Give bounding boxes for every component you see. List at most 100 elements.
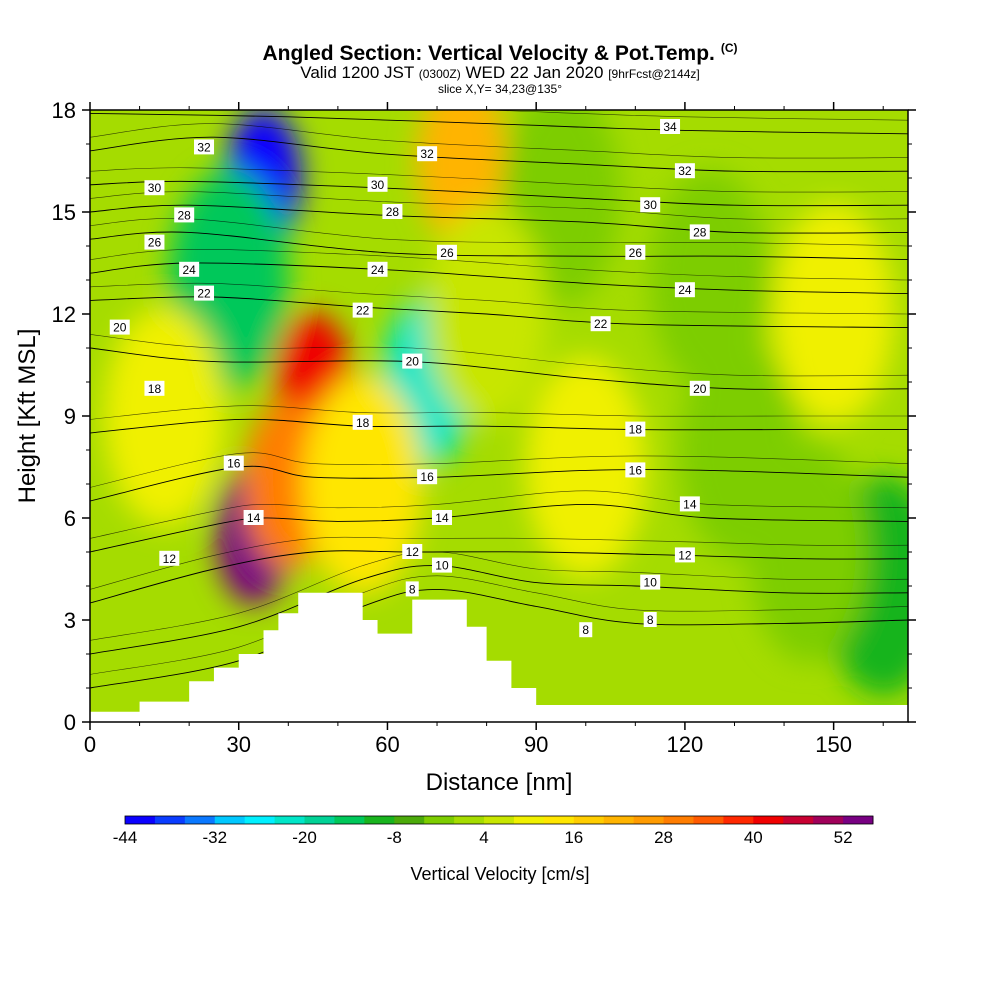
contour-label-20: 14 (431, 510, 452, 525)
contour-label-33: 16 (625, 462, 646, 478)
contour-label-text: 30 (148, 181, 162, 195)
colorbar-swatch-12 (484, 816, 515, 824)
y-tick-label: 6 (64, 506, 76, 531)
colorbar-swatch-9 (394, 816, 425, 824)
colorbar-tick-label: -44 (113, 828, 138, 847)
isentrope-20 (90, 347, 908, 391)
y-tick-label: 18 (52, 98, 76, 123)
contour-label-12: 30 (367, 176, 388, 192)
valid-date: WED 22 Jan 2020 (465, 63, 604, 82)
contour-label-9: 14 (243, 510, 264, 525)
contour-label-text: 20 (406, 355, 420, 369)
velocity-blob-14 (104, 306, 225, 526)
contour-label-text: 8 (409, 582, 416, 596)
isentrope-28 (90, 204, 908, 234)
contour-label-25: 32 (674, 163, 695, 179)
y-tick-label: 15 (52, 200, 76, 225)
contour-label-text: 32 (678, 164, 692, 178)
contour-label-text: 10 (644, 576, 658, 590)
chart-title-block: Angled Section: Vertical Velocity & Pot.… (0, 36, 1000, 95)
contour-label-text: 28 (693, 225, 707, 239)
terrain-mask (90, 592, 908, 722)
colorbar-tick-label: 16 (564, 828, 583, 847)
colorbar-swatch-20 (723, 816, 754, 824)
y-axis: 0 3 6 9 12 15 18 (52, 98, 916, 735)
contour-label-text: 28 (386, 205, 400, 219)
isentrope-minor-30 (90, 167, 908, 193)
zulu-time: (0300Z) (418, 67, 461, 81)
x-tick-label: 60 (375, 732, 399, 757)
colorbar-swatch-3 (214, 816, 246, 824)
contour-label-37: 8 (643, 612, 657, 627)
contour-label-18: 18 (352, 414, 373, 430)
isentrope-26 (90, 231, 908, 261)
isentrope-minor-28 (90, 191, 908, 220)
x-tick-label: 30 (226, 732, 250, 757)
contour-label-text: 14 (683, 497, 697, 511)
contour-label-text: 30 (644, 198, 658, 212)
contour-label-text: 18 (356, 416, 370, 430)
contour-label-text: 24 (678, 283, 692, 297)
contour-labels: 3230282624222018161412323028262422201816… (109, 119, 710, 638)
contour-label-text: 34 (663, 120, 677, 134)
colorbar-swatch-17 (633, 816, 665, 824)
isentrope-minor-24 (90, 249, 908, 281)
y-tick-label: 0 (64, 710, 76, 735)
contour-label-text: 24 (371, 263, 385, 277)
velocity-blob-7 (525, 357, 646, 577)
colorbar-swatch-10 (424, 816, 455, 824)
contour-label-3: 26 (144, 234, 165, 250)
contour-label-text: 20 (693, 382, 707, 396)
contour-label-24: 34 (660, 119, 681, 134)
contour-label-21: 12 (402, 544, 423, 559)
x-tick-label: 150 (815, 732, 852, 757)
contour-label-17: 20 (402, 353, 423, 369)
contour-label-text: 16 (420, 470, 434, 484)
colorbar-tick-label: -8 (387, 828, 402, 847)
contour-label-text: 24 (182, 263, 196, 277)
contour-label-text: 18 (148, 382, 162, 396)
colorbar-swatch-23 (813, 816, 844, 824)
contour-label-4: 24 (179, 261, 200, 277)
velocity-blob-9 (649, 170, 770, 390)
y-tick-label: 9 (64, 404, 76, 429)
isentrope-34 (90, 112, 908, 135)
contour-label-10: 12 (159, 550, 180, 566)
velocity-blob-15 (302, 374, 423, 594)
colorbar-title: Vertical Velocity [cm/s] (410, 864, 589, 884)
contour-label-14: 26 (436, 244, 457, 260)
isentrope-minor-16 (90, 452, 908, 488)
colorbar-tick-label: -20 (292, 828, 317, 847)
isentrope-minor-20 (90, 334, 908, 377)
isentrope-minor-8 (90, 575, 908, 675)
colorbar-swatch-2 (184, 816, 216, 824)
contour-label-15: 24 (367, 261, 388, 277)
contour-label-30: 22 (590, 316, 611, 332)
contour-label-text: 22 (594, 317, 608, 331)
colorbar-tick-label: 4 (479, 828, 488, 847)
forecast-info: [9hrFcst@2144z] (608, 67, 700, 81)
colorbar-swatch-5 (274, 816, 306, 824)
contour-label-6: 20 (109, 319, 130, 335)
isentrope-minor-10 (90, 551, 908, 641)
colorbar-tick-label: 40 (744, 828, 763, 847)
contour-label-text: 26 (629, 246, 643, 260)
contour-label-22: 10 (431, 557, 452, 573)
contour-label-text: 16 (629, 463, 643, 477)
contour-label-text: 32 (420, 147, 434, 161)
colorbar-swatch-14 (543, 816, 575, 824)
contour-label-text: 30 (371, 178, 385, 192)
y-axis-label: Height [Kft MSL] (14, 329, 41, 504)
chart-title-suffix: (C) (720, 41, 738, 55)
isentrope-30 (90, 180, 908, 207)
colorbar-swatch-1 (154, 816, 186, 824)
contour-label-34: 14 (679, 496, 700, 512)
colorbar-swatch-18 (663, 816, 694, 824)
contour-label-text: 22 (197, 287, 211, 301)
chart-title-text: Angled Section: Vertical Velocity & Pot.… (262, 42, 715, 65)
contour-label-text: 12 (163, 552, 177, 566)
colorbar-swatch-21 (753, 816, 784, 824)
colorbar-swatch-24 (843, 816, 874, 824)
isentrope-minor-14 (90, 490, 908, 539)
